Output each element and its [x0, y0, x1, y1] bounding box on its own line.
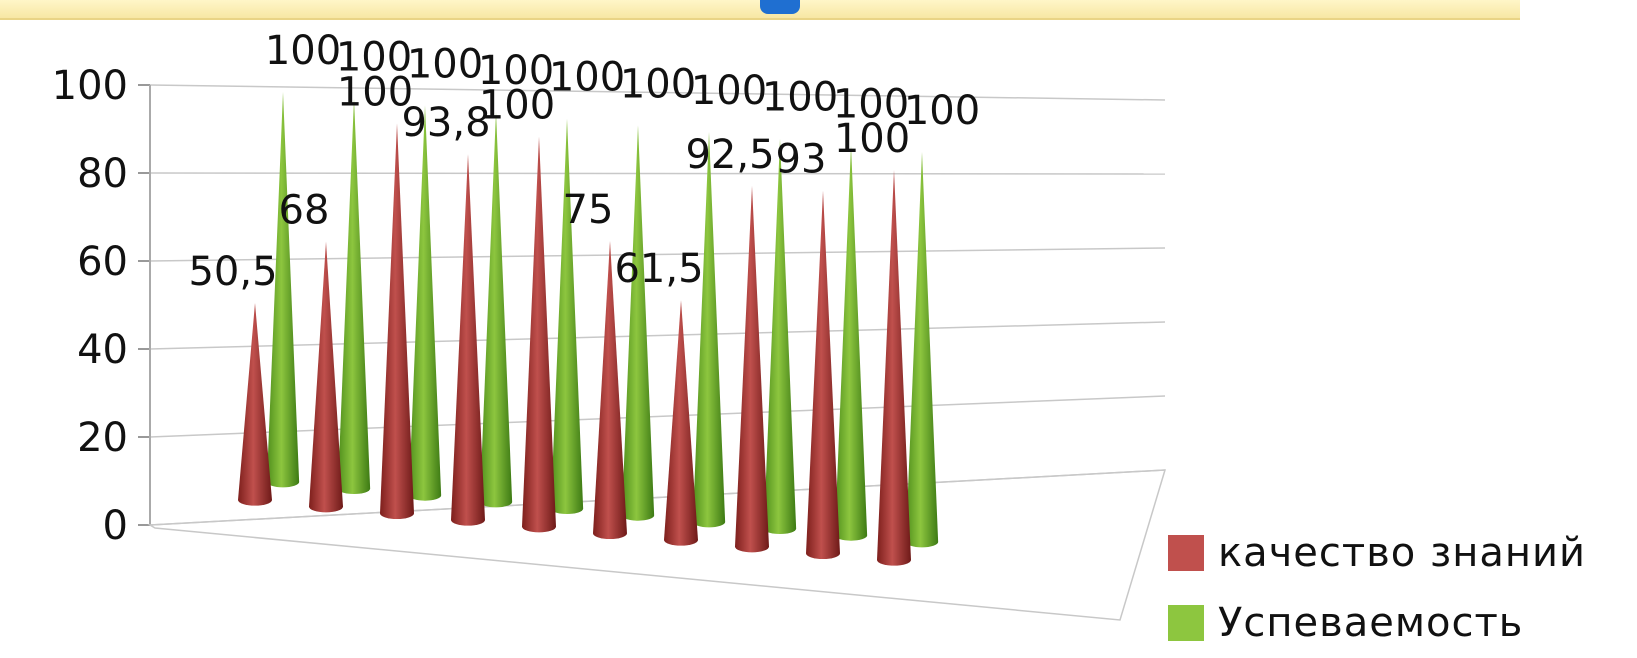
y-tick-label: 20: [77, 415, 128, 461]
data-label: 92,5: [685, 132, 774, 178]
cone-quality: [309, 241, 343, 513]
data-label: 93: [776, 137, 827, 183]
slide-title-band: [0, 0, 1520, 20]
data-label: 50,5: [188, 249, 277, 295]
y-tick-label: 80: [77, 151, 128, 197]
data-label: 100: [407, 41, 483, 87]
cone-quality: [522, 136, 556, 533]
cone-quality: [806, 190, 840, 559]
title-accent: [760, 0, 800, 14]
cone-progress: [692, 132, 726, 528]
data-label: 100: [336, 35, 412, 81]
data-label: 100: [833, 81, 909, 127]
cone-progress: [266, 92, 300, 488]
legend-swatch-quality: [1168, 535, 1204, 571]
cone-quality: [451, 154, 485, 526]
data-label: 75: [563, 187, 614, 233]
data-label: 100: [762, 75, 838, 121]
y-tick-label: 0: [103, 503, 128, 549]
floor-outline: [147, 469, 1167, 621]
cone-progress: [763, 138, 797, 535]
cone-progress: [621, 125, 655, 521]
data-label: 100: [549, 55, 625, 101]
cone-quality: [593, 240, 627, 540]
legend: качество знаний Успеваемость: [1168, 518, 1586, 658]
cone-quality: [664, 300, 698, 546]
data-label: 93,8: [401, 100, 490, 146]
cone-progress: [408, 105, 442, 501]
data-label: 100: [691, 68, 767, 114]
data-label: 61,5: [614, 246, 703, 292]
data-label: 100: [620, 61, 696, 107]
cone-progress: [550, 118, 584, 515]
cone-quality: [238, 303, 272, 506]
cone-progress: [834, 145, 868, 541]
cone-quality: [735, 185, 769, 553]
cone-quality: [380, 123, 414, 519]
gridline: [149, 172, 1166, 175]
data-label: 100: [478, 48, 554, 94]
data-label: 100: [265, 28, 341, 74]
gridline: [149, 321, 1166, 350]
cone-progress: [479, 112, 513, 508]
data-label: 100: [834, 116, 910, 162]
y-tick-label: 40: [77, 327, 128, 373]
gridline: [149, 247, 1166, 262]
legend-item-quality: качество знаний: [1168, 518, 1586, 588]
y-tick-label: 100: [52, 63, 128, 109]
data-label: 100: [337, 69, 413, 115]
legend-label-progress: Успеваемость: [1218, 600, 1524, 646]
y-tick-label: 60: [77, 239, 128, 285]
legend-label-quality: качество знаний: [1218, 530, 1587, 576]
legend-item-progress: Успеваемость: [1168, 588, 1586, 658]
cone-progress: [905, 152, 939, 548]
legend-swatch-progress: [1168, 605, 1204, 641]
cone-quality: [877, 170, 911, 566]
data-label: 68: [279, 187, 330, 233]
data-label: 100: [904, 88, 980, 134]
data-label: 100: [479, 83, 555, 129]
gridline: [149, 84, 1166, 101]
gridline: [149, 395, 1166, 438]
cone-progress: [337, 98, 371, 495]
